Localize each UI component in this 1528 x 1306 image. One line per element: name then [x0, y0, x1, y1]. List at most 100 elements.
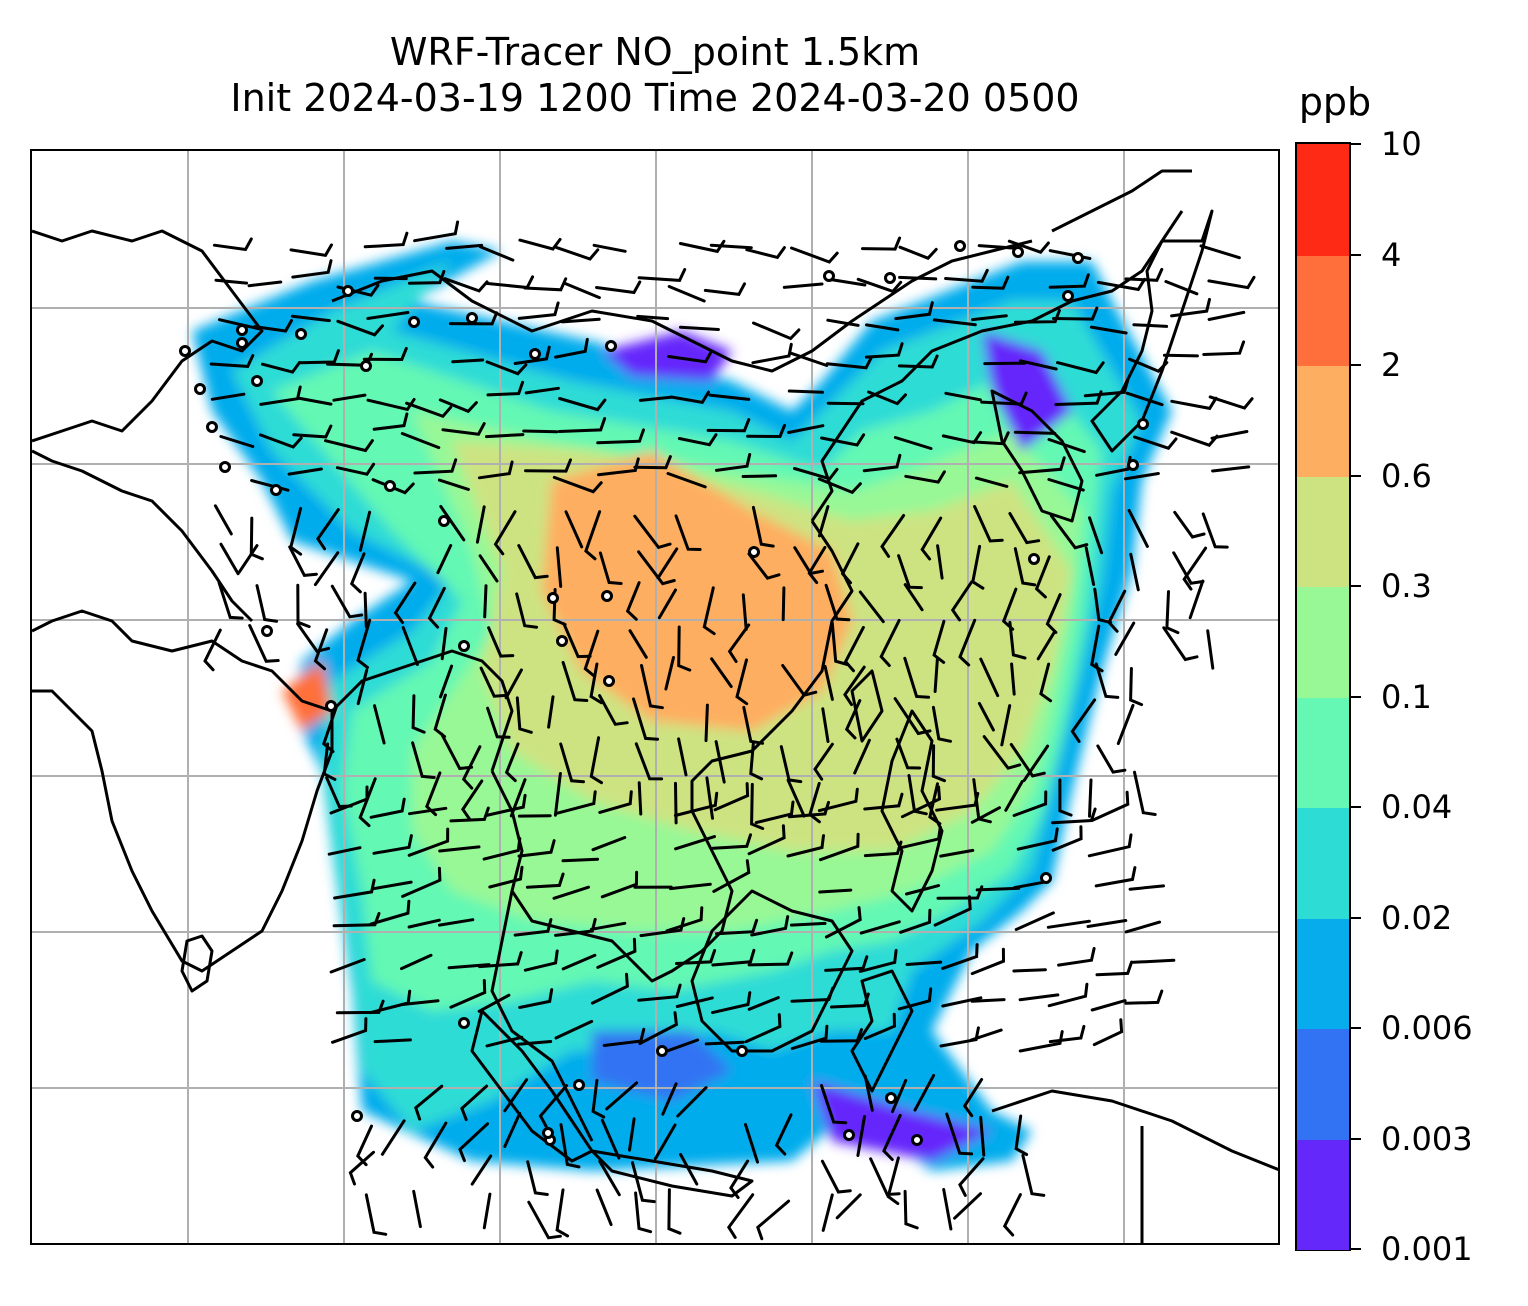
- wind-barb: [640, 664, 664, 710]
- wind-barb: [1089, 325, 1128, 335]
- wind-barb: [752, 321, 801, 341]
- wind-barb: [441, 422, 486, 436]
- wind-barb: [291, 259, 333, 279]
- coastline-arabia-sea: [32, 449, 254, 623]
- wind-barb: [440, 732, 474, 771]
- coastline-philippines: [880, 709, 944, 913]
- wind-barb: [1096, 744, 1127, 774]
- wind-barb: [1013, 430, 1057, 435]
- wind-barb: [863, 792, 904, 811]
- wind-barb: [928, 782, 942, 826]
- wind-barb: [1170, 297, 1211, 318]
- station-marker: [605, 340, 617, 352]
- wind-barb: [324, 439, 374, 453]
- coastline-borneo: [690, 889, 854, 1053]
- station-marker: [529, 348, 541, 360]
- station-marker: [556, 635, 568, 647]
- wind-barb: [633, 514, 672, 550]
- station-marker: [342, 285, 354, 297]
- wind-barb: [259, 433, 303, 449]
- coastline-sumatra: [470, 1009, 594, 1163]
- wind-barb: [958, 1157, 985, 1197]
- wind-barb: [517, 544, 549, 580]
- wind-barb: [977, 701, 995, 732]
- wind-barb: [1116, 703, 1135, 746]
- station-marker: [542, 1127, 554, 1139]
- station-marker: [1028, 553, 1040, 565]
- wind-barb: [477, 460, 514, 480]
- map-panel[interactable]: [30, 149, 1280, 1245]
- wind-barb: [1132, 323, 1169, 328]
- wind-barb: [1013, 880, 1048, 890]
- wind-barb: [331, 1017, 368, 1044]
- colorbar-segment: [1297, 475, 1349, 587]
- wind-barb: [503, 1078, 529, 1113]
- wind-barb: [859, 920, 901, 935]
- wind-barb: [596, 428, 645, 445]
- wind-barb: [547, 695, 555, 729]
- wind-barb: [336, 319, 384, 337]
- wind-barb: [522, 429, 559, 434]
- wind-barb: [504, 668, 523, 700]
- wind-barb: [1039, 662, 1053, 703]
- wind-barb: [1034, 555, 1051, 599]
- wind-barb: [817, 477, 862, 495]
- wind-barb: [405, 401, 453, 419]
- wind-barb: [407, 918, 441, 929]
- wind-barb: [393, 581, 417, 624]
- wind-barb: [903, 583, 924, 612]
- wind-barb: [1018, 456, 1066, 475]
- wind-barb: [214, 278, 249, 285]
- wind-barb: [451, 358, 485, 364]
- wind-barb: [485, 360, 528, 376]
- wind-barb: [905, 884, 941, 896]
- wind-barb: [1058, 778, 1073, 817]
- station-marker: [1072, 252, 1084, 264]
- wind-barb: [856, 1115, 866, 1157]
- wind-barb: [789, 351, 829, 367]
- station-marker: [458, 640, 470, 652]
- wind-barb: [628, 1117, 636, 1152]
- colorbar-segment: [1297, 144, 1349, 256]
- wind-barb: [863, 1012, 897, 1040]
- wind-barb: [517, 1040, 553, 1046]
- wind-barb: [598, 1159, 621, 1197]
- wind-barb: [786, 834, 825, 858]
- wind-barb: [1018, 993, 1060, 1002]
- wind-barb: [969, 1028, 1003, 1042]
- wind-barb: [259, 385, 302, 406]
- wind-barb: [413, 220, 460, 243]
- wind-barb: [920, 516, 943, 561]
- wind-barb: [941, 996, 983, 1008]
- wind-barb: [517, 301, 560, 320]
- wind-barb: [380, 1119, 406, 1156]
- colorbar-tick: [1351, 1027, 1361, 1029]
- wind-barb: [438, 845, 481, 853]
- wind-barb: [440, 626, 448, 661]
- wind-barb: [559, 1123, 581, 1169]
- wind-barb: [564, 510, 584, 549]
- wind-barb: [255, 584, 279, 623]
- wind-barb: [711, 833, 752, 850]
- wind-barb: [653, 1123, 677, 1161]
- wind-barb: [862, 453, 902, 473]
- wind-barb: [559, 742, 585, 784]
- wind-barb: [484, 793, 527, 817]
- colorbar-segment: [1297, 917, 1349, 1029]
- wind-barb: [818, 888, 853, 894]
- wind-barb: [437, 478, 470, 491]
- wind-barb: [485, 433, 525, 439]
- station-marker: [236, 337, 248, 349]
- wind-barb: [840, 542, 860, 585]
- wind-barb: [820, 433, 866, 447]
- coastline-srilanka: [180, 934, 214, 993]
- wind-barb: [562, 622, 592, 659]
- wind-barb: [600, 870, 639, 899]
- wind-barb: [366, 397, 416, 412]
- wind-barb: [1162, 626, 1199, 662]
- wind-barb: [735, 658, 749, 706]
- wind-barb: [713, 782, 750, 812]
- wind-barb: [975, 886, 1021, 892]
- wind-barb: [503, 1111, 522, 1148]
- station-marker: [573, 1079, 585, 1091]
